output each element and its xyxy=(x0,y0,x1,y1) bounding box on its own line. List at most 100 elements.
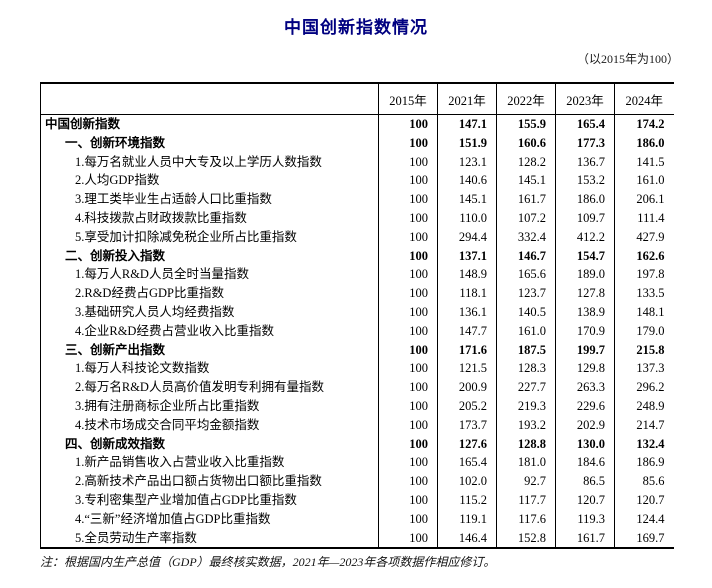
value-cell: 186.0 xyxy=(555,190,615,209)
table-row: 4.企业R&D经费占营业收入比重指数 100 147.7 161.0 170.9 179.… xyxy=(41,321,674,341)
value-cell: 412.2 xyxy=(555,227,615,247)
value-cell: 129.8 xyxy=(555,359,615,379)
value-cell: 147.7 xyxy=(437,321,497,341)
value-cell: 119.3 xyxy=(555,509,615,529)
year-header: 2015年 xyxy=(378,83,438,115)
row-label: 四、创新成效指数 xyxy=(65,436,166,451)
value-cell: 141.5 xyxy=(614,152,674,172)
value-cell: 100 xyxy=(378,171,438,191)
value-cell: 170.9 xyxy=(555,321,615,341)
value-cell: 100 xyxy=(378,396,438,416)
value-cell: 186.9 xyxy=(614,453,674,473)
value-cell: 100 xyxy=(378,378,438,397)
value-cell: 140.6 xyxy=(437,171,497,191)
value-cell: 100 xyxy=(378,509,438,529)
row-label: 2.每万名R&D人员高价值发明专利拥有量指数 xyxy=(75,380,324,395)
table-row: 1.新产品销售收入占营业收入比重指数 100 165.4 181.0 184.6 186.… xyxy=(41,453,674,473)
value-cell: 214.7 xyxy=(614,415,674,435)
value-cell: 173.7 xyxy=(437,415,497,435)
value-cell: 111.4 xyxy=(614,208,674,228)
row-label: 三、创新产出指数 xyxy=(65,342,166,357)
value-cell: 137.3 xyxy=(614,359,674,379)
row-label: 4.“三新”经济增加值占GDP比重指数 xyxy=(75,511,271,526)
value-cell: 102.0 xyxy=(437,472,497,491)
value-cell: 120.7 xyxy=(555,490,615,510)
value-cell: 219.3 xyxy=(496,396,556,416)
value-cell: 229.6 xyxy=(555,396,615,416)
value-cell: 133.5 xyxy=(614,284,674,303)
year-header: 2022年 xyxy=(496,83,556,115)
value-cell: 109.7 xyxy=(555,208,615,228)
table-row: 4.技术市场成交合同平均金额指数 100 173.7 193.2 202.9 214.7 xyxy=(41,415,674,435)
value-cell: 146.4 xyxy=(437,528,497,549)
value-cell: 100 xyxy=(378,152,438,172)
table-row: 2.每万名R&D人员高价值发明专利拥有量指数 100 200.9 227.7 263.3… xyxy=(41,378,674,397)
value-cell: 200.9 xyxy=(437,378,497,397)
value-cell: 119.1 xyxy=(437,509,497,529)
row-label: 4.科技拨款占财政拨款比重指数 xyxy=(75,210,247,225)
value-cell: 86.5 xyxy=(555,472,615,491)
year-header: 2024年 xyxy=(614,83,674,115)
row-label: 二、创新投入指数 xyxy=(65,248,166,263)
value-cell: 294.4 xyxy=(437,227,497,247)
value-cell: 154.7 xyxy=(555,246,615,266)
value-cell: 177.3 xyxy=(555,133,615,153)
row-label: 5.享受加计扣除减免税企业所占比重指数 xyxy=(75,229,297,244)
value-cell: 136.1 xyxy=(437,302,497,322)
table-row: 5.全员劳动生产率指数 100 146.4 152.8 161.7 169.7 xyxy=(41,528,674,549)
value-cell: 100 xyxy=(378,190,438,209)
row-label: 3.拥有注册商标企业所占比重指数 xyxy=(75,398,260,413)
value-cell: 124.4 xyxy=(614,509,674,529)
value-cell: 169.7 xyxy=(614,528,674,549)
table-row: 2.人均GDP指数 100 140.6 145.1 153.2 161.0 xyxy=(41,171,674,191)
value-cell: 123.7 xyxy=(496,284,556,303)
value-cell: 145.1 xyxy=(437,190,497,209)
value-cell: 100 xyxy=(378,227,438,247)
value-cell: 100 xyxy=(378,302,438,322)
value-cell: 121.5 xyxy=(437,359,497,379)
value-cell: 161.7 xyxy=(496,190,556,209)
value-cell: 140.5 xyxy=(496,302,556,322)
value-cell: 100 xyxy=(378,284,438,303)
value-cell: 100 xyxy=(378,340,438,360)
table-header: 2015年 2021年 2022年 2023年 2024年 xyxy=(40,83,674,115)
value-cell: 151.9 xyxy=(437,133,497,153)
value-cell: 137.1 xyxy=(437,246,497,266)
table-row: 1.每万名就业人员中大专及以上学历人数指数 100 123.1 128.2 136.7 1… xyxy=(41,152,674,172)
value-cell: 118.1 xyxy=(437,284,497,303)
value-cell: 117.6 xyxy=(496,509,556,529)
value-cell: 193.2 xyxy=(496,415,556,435)
value-cell: 161.7 xyxy=(555,528,615,549)
row-label: 一、创新环境指数 xyxy=(65,135,166,150)
value-cell: 128.3 xyxy=(496,359,556,379)
value-cell: 110.0 xyxy=(437,208,497,228)
value-cell: 148.9 xyxy=(437,265,497,285)
year-header: 2021年 xyxy=(437,83,497,115)
row-label: 3.基础研究人员人均经费指数 xyxy=(75,304,235,319)
value-cell: 100 xyxy=(378,472,438,491)
row-label: 2.人均GDP指数 xyxy=(75,173,160,188)
value-cell: 120.7 xyxy=(614,490,674,510)
table-body: 中国创新指数 100 147.1 155.9 165.4 174.2 一、创新环境指数 100… xyxy=(41,114,674,549)
value-cell: 165.6 xyxy=(496,265,556,285)
value-cell: 100 xyxy=(378,359,438,379)
page-title: 中国创新指数情况 xyxy=(284,18,428,37)
table-row: 3.拥有注册商标企业所占比重指数 100 205.2 219.3 229.6 248.9 xyxy=(41,396,674,416)
table-row: 3.基础研究人员人均经费指数 100 136.1 140.5 138.9 148.1 xyxy=(41,302,674,322)
stub-header-cell xyxy=(40,83,379,115)
innovation-index-table: 2015年 2021年 2022年 2023年 2024年 中国创新指数 100 1… xyxy=(40,82,674,550)
row-label: 4.企业R&D经费占营业收入比重指数 xyxy=(75,323,274,338)
value-cell: 197.8 xyxy=(614,265,674,285)
value-cell: 248.9 xyxy=(614,396,674,416)
value-cell: 100 xyxy=(378,453,438,473)
value-cell: 128.8 xyxy=(496,434,556,454)
value-cell: 205.2 xyxy=(437,396,497,416)
row-label: 3.专利密集型产业增加值占GDP比重指数 xyxy=(75,492,297,507)
year-header: 2023年 xyxy=(555,83,615,115)
row-label: 中国创新指数 xyxy=(45,117,121,131)
value-cell: 100 xyxy=(378,321,438,341)
value-cell: 296.2 xyxy=(614,378,674,397)
value-cell: 100 xyxy=(378,208,438,228)
value-cell: 179.0 xyxy=(614,321,674,341)
table-row: 2.R&D经费占GDP比重指数 100 118.1 123.7 127.8 133.5 xyxy=(41,284,674,303)
